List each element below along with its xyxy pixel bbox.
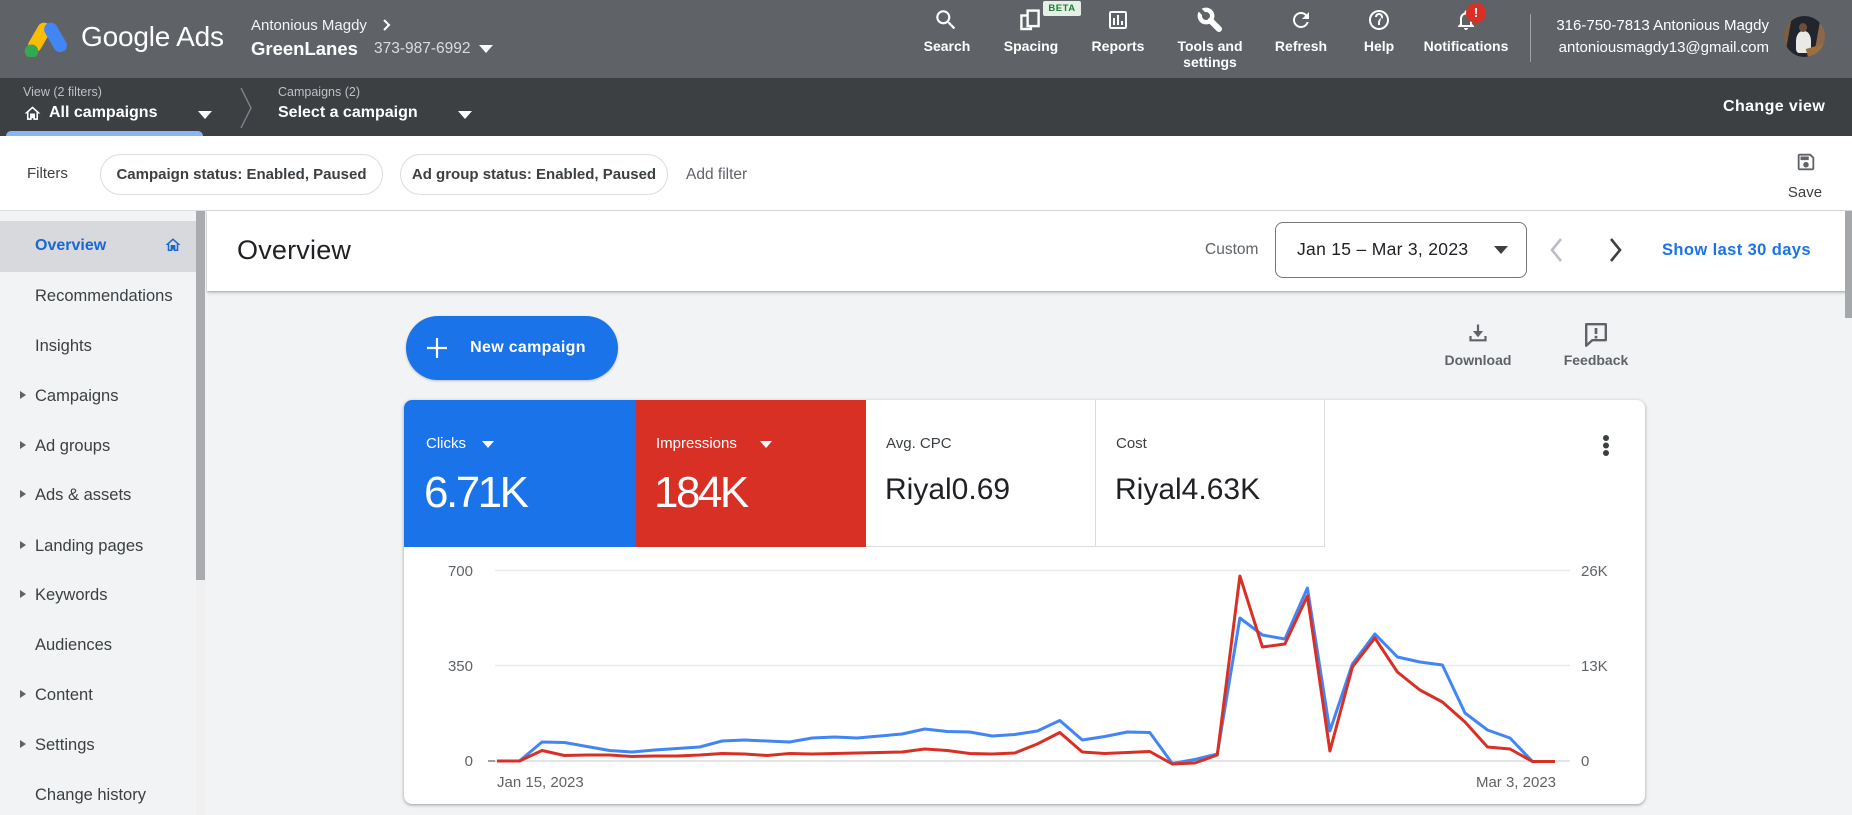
svg-text:700: 700 [448,563,473,580]
svg-text:350: 350 [448,658,473,675]
svg-text:0: 0 [1581,753,1589,770]
svg-text:Mar 3, 2023: Mar 3, 2023 [1476,774,1556,791]
svg-text:0: 0 [465,753,473,770]
svg-text:Jan 15, 2023: Jan 15, 2023 [497,774,584,791]
svg-text:26K: 26K [1581,563,1608,580]
svg-text:13K: 13K [1581,658,1608,675]
